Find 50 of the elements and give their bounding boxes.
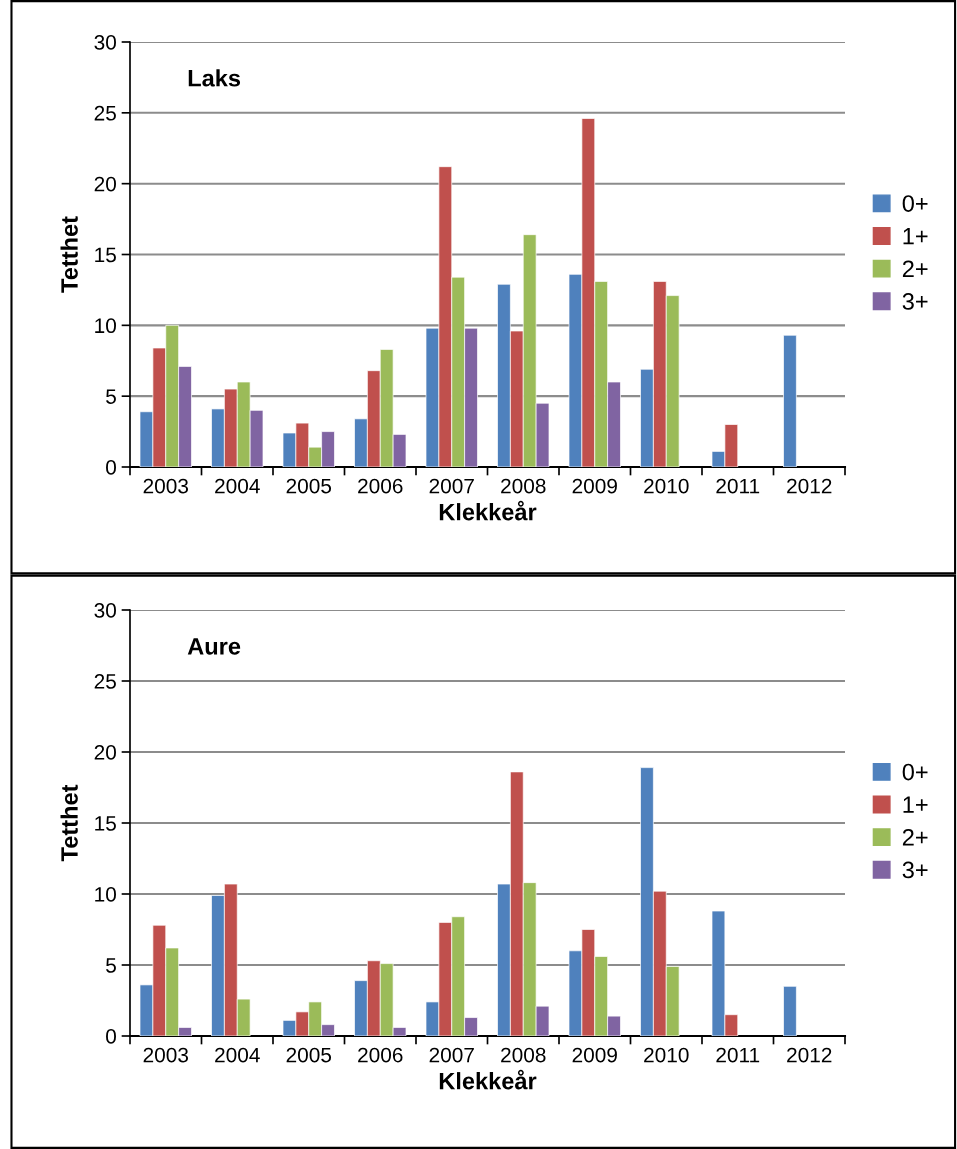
y-tick-label: 5 [106,958,116,973]
y-tick-label: 30 [94,35,116,50]
x-tick-label: 2010 [644,478,689,494]
y-tick-label: 25 [94,105,116,121]
y-axis-title: Tetthet [60,784,78,862]
legend-label: 0+ [902,195,928,212]
y-tick-label: 0 [106,1029,116,1044]
y-tick-label: 25 [94,674,116,689]
y-tick-label: 30 [94,603,116,618]
x-tick-label: 2005 [286,478,332,494]
x-tick-label: 2009 [572,1047,617,1063]
x-tick-label: 2012 [787,478,832,494]
legend-label: 1+ [903,228,928,245]
x-axis-title: Klekkeår [439,500,537,521]
legend-label: 1+ [903,796,928,813]
x-tick-label: 2003 [143,1047,189,1063]
x-tick-label: 2012 [787,1047,832,1063]
y-tick-label: 20 [94,176,116,192]
x-axis-title: Klekkeår [439,1069,537,1090]
legend-label: 3+ [902,861,928,879]
x-tick-label: 2006 [358,1047,403,1063]
x-tick-label: 2007 [429,1047,474,1063]
y-tick-label: 15 [95,247,116,263]
y-axis-title: Tetthet [60,216,78,293]
x-tick-label: 2009 [572,478,617,494]
y-tick-label: 15 [95,816,116,831]
x-tick-label: 2010 [644,1047,689,1063]
x-tick-label: 2008 [501,478,546,494]
bar [783,334,797,467]
annotation: Aure [187,638,241,655]
x-tick-label: 2004 [215,478,260,494]
y-tick-label: 0 [106,460,116,475]
y-tick-label: 10 [95,318,116,334]
x-tick-label: 2007 [429,478,474,494]
x-tick-label: 2011 [716,478,760,494]
legend-label: 2+ [902,828,928,846]
y-tick-label: 5 [106,389,116,404]
y-tick-label: 20 [94,745,116,760]
x-tick-label: 2003 [143,478,189,494]
x-tick-label: 2004 [215,1047,260,1063]
x-tick-label: 2005 [286,1047,332,1063]
x-tick-label: 2008 [501,1047,546,1063]
bar [783,985,797,1036]
y-tick-label: 10 [95,887,116,902]
annotation: Laks [188,69,241,87]
legend-label: 2+ [902,260,928,277]
legend-label: 0+ [902,763,928,781]
x-tick-label: 2011 [716,1047,760,1063]
x-tick-label: 2006 [358,478,403,494]
legend-label: 3+ [902,293,928,310]
